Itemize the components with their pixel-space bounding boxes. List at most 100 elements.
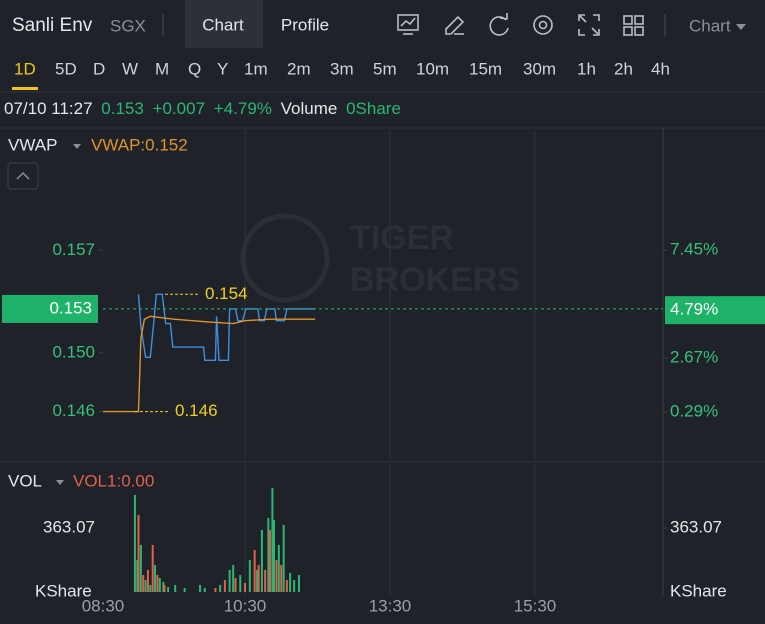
y-tick-label: 0.157 bbox=[52, 240, 95, 259]
indicator-caret[interactable] bbox=[56, 480, 64, 485]
icon-refresh[interactable] bbox=[489, 13, 509, 36]
period-button[interactable]: 2m bbox=[287, 59, 311, 78]
volume-bar bbox=[162, 581, 165, 592]
annotation-label: 0.146 bbox=[175, 401, 218, 420]
period-button[interactable]: W bbox=[122, 59, 138, 78]
period-button[interactable]: D bbox=[93, 59, 105, 78]
volume-bar bbox=[277, 544, 280, 592]
x-tick-label: 15:30 bbox=[514, 596, 557, 615]
period-button[interactable]: 5m bbox=[373, 59, 397, 78]
indicator-name[interactable]: VOL bbox=[8, 471, 42, 490]
volume-bar bbox=[232, 565, 235, 592]
active-tab-bg bbox=[185, 0, 263, 48]
period-button[interactable]: 5D bbox=[55, 59, 77, 78]
price-line bbox=[137, 293, 316, 361]
volume-bar bbox=[144, 580, 147, 592]
volume-bar bbox=[146, 569, 149, 592]
volume-bar bbox=[139, 544, 142, 592]
volume-bar bbox=[183, 587, 186, 592]
last-price-box bbox=[2, 294, 98, 323]
volume-bar bbox=[282, 525, 285, 592]
y-tick-label: 0.146 bbox=[52, 401, 95, 420]
volume-bar bbox=[214, 587, 217, 592]
indicator-value: VWAP:0.152 bbox=[91, 135, 188, 154]
icon-draw[interactable] bbox=[445, 15, 465, 35]
tab[interactable]: Profile bbox=[281, 15, 329, 34]
volume-bar bbox=[219, 584, 222, 592]
volume-bar bbox=[268, 529, 271, 592]
volume-bar bbox=[253, 550, 256, 592]
period-button[interactable]: 3m bbox=[330, 59, 354, 78]
volume-bar bbox=[264, 569, 267, 592]
period-button[interactable]: Q bbox=[188, 59, 201, 78]
volume-bar bbox=[133, 495, 136, 592]
menu-caret bbox=[736, 24, 746, 30]
volume-bar bbox=[285, 580, 288, 592]
volume-bar bbox=[271, 487, 274, 592]
y2-tick-label: 2.67% bbox=[670, 348, 718, 367]
last-pct-box bbox=[665, 296, 765, 325]
volume-bar bbox=[136, 560, 139, 592]
quote-time: 07/10 11:27 bbox=[4, 99, 93, 118]
collapse-button[interactable] bbox=[7, 162, 39, 190]
toolbar-icons bbox=[397, 13, 644, 36]
volume-bar bbox=[156, 575, 159, 592]
period-button[interactable]: 10m bbox=[416, 59, 449, 78]
period-button[interactable]: 1h bbox=[577, 59, 596, 78]
tab[interactable]: Chart bbox=[202, 15, 244, 34]
period-button[interactable]: 1m bbox=[244, 59, 268, 78]
last-price-label: 0.153 bbox=[49, 298, 92, 317]
quote-change-pct: +4.79% bbox=[214, 99, 272, 118]
indicator-name[interactable]: VWAP bbox=[8, 135, 57, 154]
volume-bar bbox=[158, 578, 161, 592]
period-button[interactable]: M bbox=[155, 59, 169, 78]
x-tick-label: 10:30 bbox=[224, 596, 267, 615]
period-button[interactable]: 15m bbox=[469, 59, 502, 78]
period-button[interactable]: Y bbox=[217, 59, 228, 78]
y-tick-label: 363.07 bbox=[43, 517, 95, 536]
indicator-value: VOL1:0.00 bbox=[73, 471, 154, 490]
period-button[interactable]: 1D bbox=[14, 59, 36, 78]
last-pct-label: 4.79% bbox=[670, 300, 718, 319]
volume-bar bbox=[280, 565, 283, 592]
volume-bar bbox=[293, 580, 296, 592]
volume-bar bbox=[149, 584, 152, 592]
y2-tick-label: 0.29% bbox=[670, 402, 718, 421]
watermark-text: BROKERS bbox=[350, 261, 520, 299]
quote-change: +0.007 bbox=[153, 99, 205, 118]
x-tick-label: 13:30 bbox=[369, 596, 412, 615]
quote-price: 0.153 bbox=[101, 99, 144, 118]
stock-name: Sanli Env bbox=[12, 15, 93, 36]
icon-settings[interactable] bbox=[533, 15, 553, 35]
volume-bar bbox=[239, 575, 242, 592]
y2-tick-label: 363.07 bbox=[670, 517, 722, 536]
icon-indicator[interactable] bbox=[397, 14, 419, 35]
volume-bar bbox=[199, 584, 202, 592]
volume-bar bbox=[228, 569, 231, 592]
volume-bar bbox=[244, 583, 246, 592]
volume-bar bbox=[260, 529, 263, 592]
volume-bar bbox=[273, 520, 275, 592]
volume-bar bbox=[174, 584, 177, 592]
volume-bar bbox=[151, 544, 154, 592]
volume-bar bbox=[154, 565, 157, 592]
volume-bar bbox=[203, 587, 206, 592]
period-button[interactable]: 30m bbox=[523, 59, 556, 78]
indicator-caret[interactable] bbox=[73, 144, 81, 149]
y2-tick-label: 7.45% bbox=[670, 239, 718, 258]
period-button[interactable]: 4h bbox=[651, 59, 670, 78]
volume-bar bbox=[234, 578, 237, 592]
watermark-logo bbox=[240, 213, 330, 303]
collapse-icon bbox=[16, 171, 30, 180]
period-button[interactable]: 2h bbox=[614, 59, 633, 78]
volume-bar bbox=[223, 580, 226, 592]
watermark-text: TIGER bbox=[350, 219, 454, 257]
chart-menu[interactable]: Chart bbox=[689, 16, 731, 35]
price-line bbox=[103, 315, 316, 413]
x-tick-label: 08:30 bbox=[82, 596, 125, 615]
icon-layout[interactable] bbox=[623, 15, 644, 36]
icon-fullscreen[interactable] bbox=[578, 14, 600, 36]
volume-bar bbox=[142, 575, 145, 592]
volume-bar bbox=[256, 569, 259, 592]
